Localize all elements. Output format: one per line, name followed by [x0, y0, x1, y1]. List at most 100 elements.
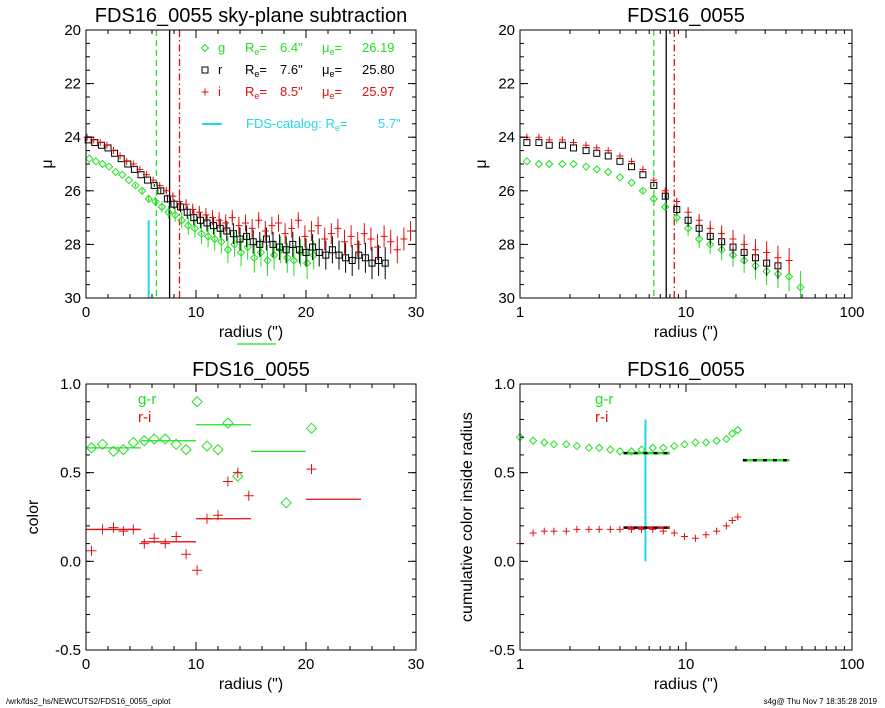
data-point-r: [249, 238, 257, 246]
data-point-i: [281, 230, 289, 238]
data-point-g: [137, 186, 147, 196]
data-point-g: [302, 258, 312, 268]
data-point-i: [116, 152, 124, 160]
data-point-g-r: [170, 438, 182, 451]
data-point-r-i: [108, 522, 119, 533]
data-point-i: [248, 224, 256, 232]
data-point-r-i: [128, 524, 139, 535]
data-point-r-i: [550, 527, 558, 535]
data-point-r-i: [628, 525, 636, 533]
data-point-g: [545, 159, 554, 169]
x-tick-label: 30: [408, 656, 425, 673]
data-point-r: [309, 243, 317, 251]
data-point-g-r: [85, 442, 98, 454]
data-point-g: [243, 242, 252, 252]
y-tick-label: 0.5: [494, 465, 515, 482]
data-point-r-i: [181, 549, 192, 560]
data-point-i: [110, 147, 117, 155]
data-point-i: [261, 227, 269, 235]
data-point-g: [144, 194, 153, 204]
data-point-g: [230, 240, 239, 249]
data-point-r-i: [192, 565, 203, 576]
data-point-g-r: [562, 440, 571, 449]
data-point-i: [360, 230, 368, 238]
y-tick-label: 24: [64, 129, 81, 146]
data-point-r: [315, 248, 323, 256]
data-point-r-i: [606, 525, 614, 533]
data-point-r: [196, 216, 204, 224]
data-point-r: [190, 214, 198, 222]
data-point-g: [784, 272, 794, 281]
data-point-r: [368, 259, 376, 267]
y-tick-label: 30: [64, 290, 81, 307]
legend-marker-r: [201, 66, 209, 74]
data-point-r-i: [97, 524, 108, 535]
data-point-g: [124, 175, 134, 185]
data-point-i: [123, 157, 131, 165]
y-tick-label: 26: [498, 183, 515, 200]
data-point-r-i: [670, 529, 678, 537]
data-point-r-i: [713, 527, 721, 535]
data-point-i: [558, 136, 566, 144]
data-point-r: [229, 230, 237, 238]
y-tick-label: 0.0: [494, 553, 515, 570]
data-point-i: [354, 240, 362, 248]
data-point-g-r: [117, 443, 130, 456]
data-point-r: [203, 219, 211, 227]
data-point-i: [393, 246, 401, 254]
x-axis-label: radius ("): [654, 324, 718, 341]
data-point-g: [581, 162, 591, 171]
data-point-i: [785, 256, 793, 264]
data-point-r: [210, 222, 218, 230]
data-point-r: [223, 227, 231, 235]
y-tick-label: 28: [498, 236, 515, 253]
x-tick-label: 10: [678, 304, 695, 321]
data-point-i: [96, 139, 104, 147]
data-point-r: [673, 206, 681, 214]
data-point-r-i: [243, 490, 254, 501]
data-point-g-r: [201, 440, 213, 452]
y-tick-label: 28: [64, 236, 81, 253]
legend-marker-g: [200, 43, 210, 53]
data-point-g: [223, 245, 233, 254]
data-point-i: [582, 141, 590, 149]
data-point-g-r: [728, 429, 737, 438]
data-point-g: [170, 210, 180, 220]
data-point-g-r: [606, 445, 615, 454]
panel-sky-plane-linear: g Re= 6.4" μe= 26.19 r Re= 7.6" μe= 25.80 i Re= 8.5"…: [39, 5, 425, 345]
data-point-g: [263, 256, 272, 265]
legend-re-i: Re= 8.5": [245, 84, 303, 101]
data-point-i: [684, 208, 692, 216]
data-point-g: [283, 253, 292, 263]
data-point-i: [593, 144, 601, 152]
data-point-r: [111, 149, 119, 157]
data-point-g-r: [148, 433, 160, 445]
x-tick-label: 30: [408, 304, 425, 321]
data-point-g-r: [648, 443, 657, 453]
data-point-i: [604, 147, 612, 155]
data-point-i: [763, 248, 771, 256]
data-point-r-i: [728, 517, 736, 525]
legend-g-r: g-r: [595, 391, 613, 408]
x-axis-label: radius ("): [654, 676, 718, 693]
data-point-g: [164, 208, 173, 217]
data-point-g-r: [180, 443, 192, 456]
data-point-r: [170, 200, 178, 208]
x-tick-label: 1: [516, 304, 524, 321]
data-point-i: [235, 222, 243, 230]
data-point-r-i: [222, 476, 233, 487]
data-point-g: [592, 165, 601, 174]
data-point-g: [683, 224, 693, 233]
y-tick-label: 0.0: [60, 553, 81, 570]
data-point-g: [615, 173, 625, 182]
y-tick-label: 24: [498, 129, 515, 146]
legend-mue-g: μe= 26.19: [322, 40, 395, 57]
data-point-r-i: [616, 525, 624, 533]
data-point-g: [104, 162, 114, 171]
data-point-i: [751, 246, 759, 254]
data-point-i: [301, 232, 309, 240]
data-point-i: [569, 139, 577, 147]
data-point-g: [151, 197, 160, 206]
